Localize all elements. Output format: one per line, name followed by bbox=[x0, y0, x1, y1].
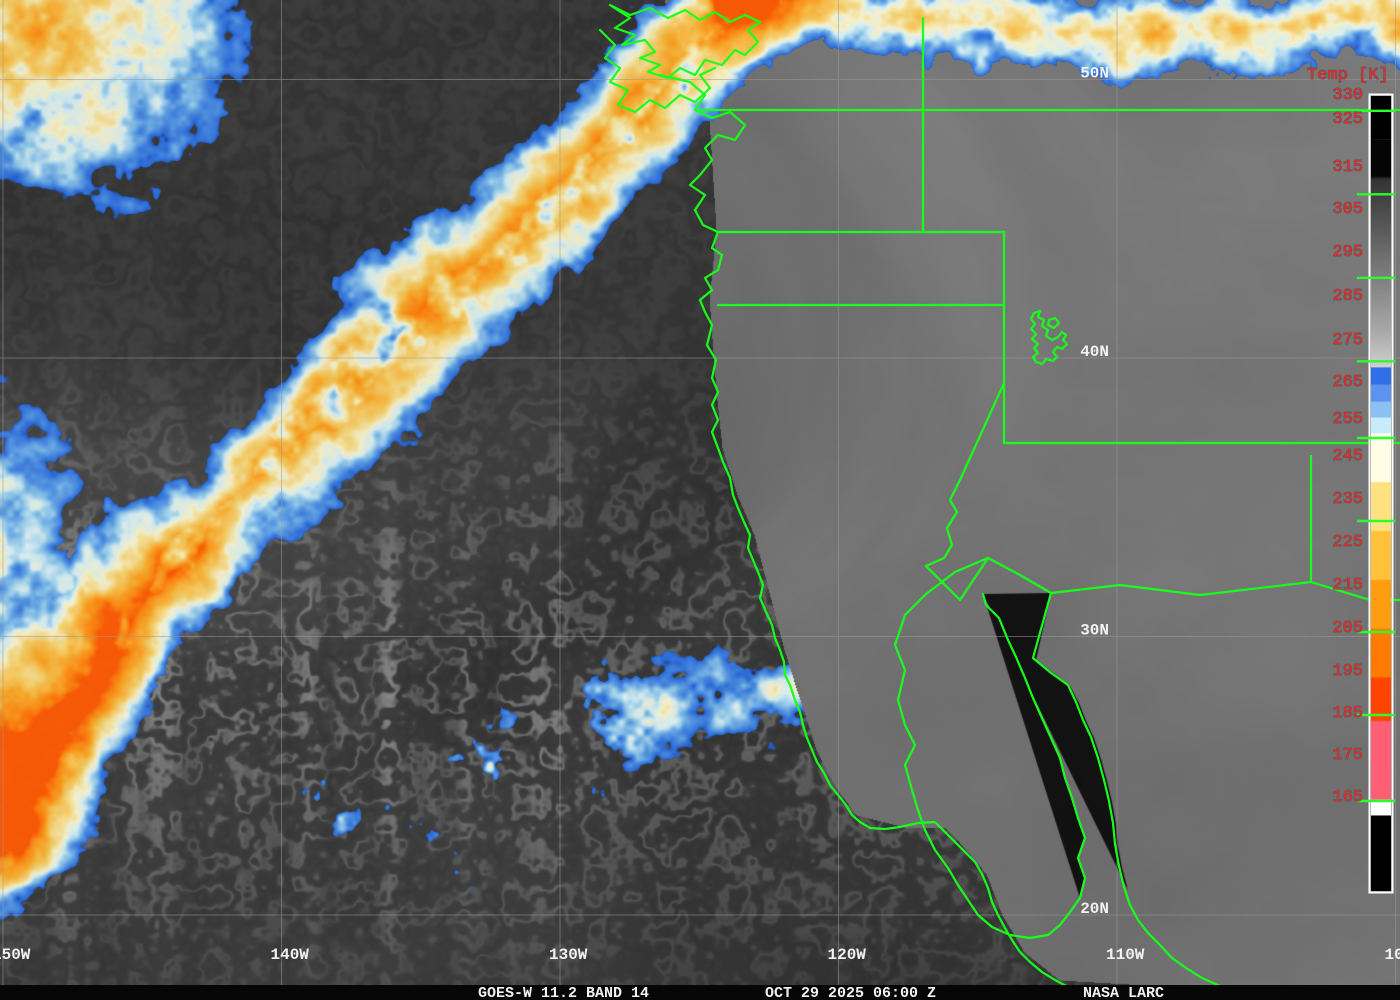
svg-text:NASA LARC: NASA LARC bbox=[1083, 985, 1164, 1000]
svg-text:215: 215 bbox=[1332, 576, 1363, 595]
svg-text:325: 325 bbox=[1332, 110, 1363, 129]
svg-text:265: 265 bbox=[1332, 373, 1363, 392]
svg-text:20N: 20N bbox=[1080, 900, 1109, 918]
svg-text:275: 275 bbox=[1332, 331, 1363, 350]
svg-text:195: 195 bbox=[1332, 662, 1363, 681]
svg-text:235: 235 bbox=[1332, 490, 1363, 509]
svg-text:175: 175 bbox=[1332, 746, 1363, 765]
svg-text:OCT 29 2025 06:00 Z: OCT 29 2025 06:00 Z bbox=[765, 985, 936, 1000]
svg-text:130W: 130W bbox=[549, 946, 588, 964]
svg-text:255: 255 bbox=[1332, 410, 1363, 429]
svg-text:150W: 150W bbox=[0, 946, 31, 964]
svg-text:205: 205 bbox=[1332, 619, 1363, 638]
svg-text:295: 295 bbox=[1332, 243, 1363, 262]
svg-text:225: 225 bbox=[1332, 533, 1363, 552]
svg-text:165: 165 bbox=[1332, 788, 1363, 807]
svg-text:110W: 110W bbox=[1106, 946, 1145, 964]
svg-text:30N: 30N bbox=[1080, 622, 1109, 640]
svg-text:140W: 140W bbox=[271, 946, 310, 964]
svg-text:245: 245 bbox=[1332, 447, 1363, 466]
svg-text:315: 315 bbox=[1332, 158, 1363, 177]
svg-text:120W: 120W bbox=[828, 946, 867, 964]
svg-text:285: 285 bbox=[1332, 287, 1363, 306]
svg-text:GOES-W 11.2 BAND 14: GOES-W 11.2 BAND 14 bbox=[478, 985, 649, 1000]
svg-text:100W: 100W bbox=[1385, 946, 1400, 964]
svg-text:185: 185 bbox=[1332, 704, 1363, 723]
svg-text:305: 305 bbox=[1332, 200, 1363, 219]
svg-text:40N: 40N bbox=[1080, 343, 1109, 361]
svg-text:330: 330 bbox=[1332, 86, 1363, 105]
svg-text:50N: 50N bbox=[1080, 65, 1109, 83]
svg-text:Temp [K]: Temp [K] bbox=[1307, 66, 1389, 85]
